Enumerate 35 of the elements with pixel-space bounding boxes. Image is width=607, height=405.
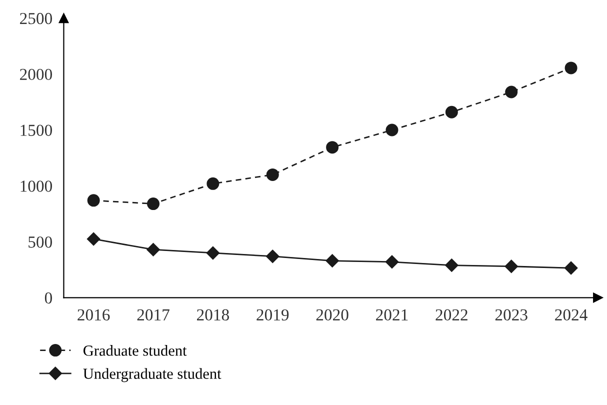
legend-label: Graduate student [84,345,187,356]
y-tick-label: 1000 [20,180,52,192]
point [385,255,399,268]
point [87,194,100,207]
x-tick-label: 2024 [555,309,588,321]
point [266,250,280,263]
point [445,106,458,118]
point [504,260,518,273]
x-tick-label: 2018 [197,309,229,321]
point [326,141,339,154]
x-tick-label: 2016 [78,309,110,321]
point [206,177,220,190]
x-tick-label: 2022 [436,309,468,321]
point [386,124,398,136]
y-tick-label: 2000 [20,68,52,80]
point [326,254,339,268]
point [266,168,279,181]
point [86,232,100,246]
x-tick-label: 2017 [137,309,170,321]
point [564,261,578,275]
point [564,62,578,74]
point [445,258,458,272]
x-tick-label: 2020 [316,309,348,321]
x-tick-label: 2019 [256,309,289,321]
x-tick-label: 2023 [495,309,528,321]
point [505,86,518,98]
legend-label: Undergraduate student [83,368,222,382]
point [146,243,160,256]
y-tick-label: 0 [44,292,52,304]
point [147,198,160,210]
y-tick-label: 1500 [20,124,52,136]
y-tick-label: 500 [28,236,52,248]
x-tick-label: 2021 [376,309,408,321]
y-tick-label: 2500 [20,12,52,24]
point [206,246,220,260]
